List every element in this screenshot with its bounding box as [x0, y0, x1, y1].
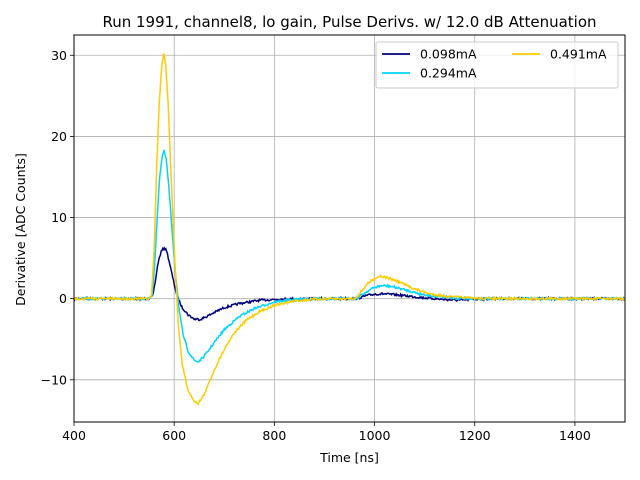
x-tick-label: 600 — [162, 428, 186, 443]
x-tick-label: 400 — [62, 428, 86, 443]
series-line-3 — [74, 53, 625, 406]
y-tick-label: 10 — [51, 210, 67, 225]
y-tick-label: 0 — [59, 291, 67, 306]
x-axis: 400 600 800 1000 1200 1400 — [62, 422, 591, 443]
x-tick-label: 800 — [262, 428, 286, 443]
legend-label: 0.294mA — [420, 66, 477, 81]
y-axis: −10 0 10 20 30 — [41, 48, 74, 387]
legend-label: 0.098mA — [420, 47, 477, 62]
x-tick-label: 1000 — [359, 428, 391, 443]
legend-box — [375, 41, 619, 89]
chart-title: Run 1991, channel8, lo gain, Pulse Deriv… — [102, 13, 596, 31]
y-tick-label: 30 — [51, 48, 67, 63]
x-axis-label: Time [ns] — [319, 450, 379, 465]
y-tick-label: −10 — [41, 372, 67, 387]
series-group — [74, 53, 625, 406]
plot-frame — [73, 34, 626, 423]
x-tick-label: 1400 — [559, 428, 591, 443]
y-tick-label: 20 — [51, 129, 67, 144]
x-tick-label: 1200 — [459, 428, 491, 443]
y-axis-label: Derivative [ADC Counts] — [13, 153, 28, 306]
legend-label: 0.491mA — [550, 47, 607, 62]
legend: 0.098mA 0.294mA 0.491mA — [375, 41, 619, 89]
